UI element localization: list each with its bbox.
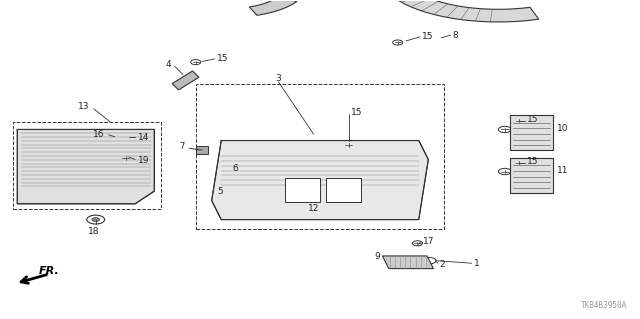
Polygon shape: [17, 130, 154, 204]
FancyBboxPatch shape: [242, 169, 260, 181]
Text: FR.: FR.: [38, 266, 59, 276]
Text: 15: 15: [527, 157, 539, 166]
Polygon shape: [383, 256, 433, 269]
Text: 3: 3: [276, 74, 282, 83]
Text: 1: 1: [474, 259, 480, 268]
Text: 9: 9: [375, 252, 381, 261]
Text: 15: 15: [351, 108, 362, 116]
Text: 5: 5: [218, 187, 223, 196]
Text: 13: 13: [78, 102, 90, 111]
FancyBboxPatch shape: [510, 158, 553, 193]
Text: 15: 15: [527, 115, 539, 123]
Text: TKB4B3950A: TKB4B3950A: [581, 301, 627, 310]
Polygon shape: [388, 0, 539, 22]
FancyBboxPatch shape: [220, 183, 239, 196]
Text: 4: 4: [166, 60, 172, 69]
Text: 12: 12: [308, 204, 319, 213]
Text: 11: 11: [557, 166, 568, 175]
FancyBboxPatch shape: [326, 178, 362, 202]
Text: 2: 2: [440, 260, 445, 269]
Circle shape: [92, 218, 100, 221]
Text: 7: 7: [180, 142, 185, 151]
Polygon shape: [212, 141, 428, 219]
Text: 15: 15: [217, 55, 228, 63]
Text: 18: 18: [88, 227, 100, 236]
FancyBboxPatch shape: [104, 134, 118, 141]
Text: 15: 15: [422, 32, 433, 41]
Text: 16: 16: [93, 130, 104, 139]
Text: 8: 8: [452, 31, 458, 40]
Polygon shape: [172, 71, 199, 90]
Text: 14: 14: [138, 133, 149, 142]
Text: 17: 17: [423, 237, 435, 246]
FancyBboxPatch shape: [196, 146, 209, 154]
Polygon shape: [250, 0, 297, 15]
FancyBboxPatch shape: [285, 178, 320, 202]
Text: 10: 10: [557, 124, 568, 133]
Text: 19: 19: [138, 156, 150, 165]
Text: 6: 6: [233, 165, 239, 174]
FancyBboxPatch shape: [510, 115, 553, 150]
